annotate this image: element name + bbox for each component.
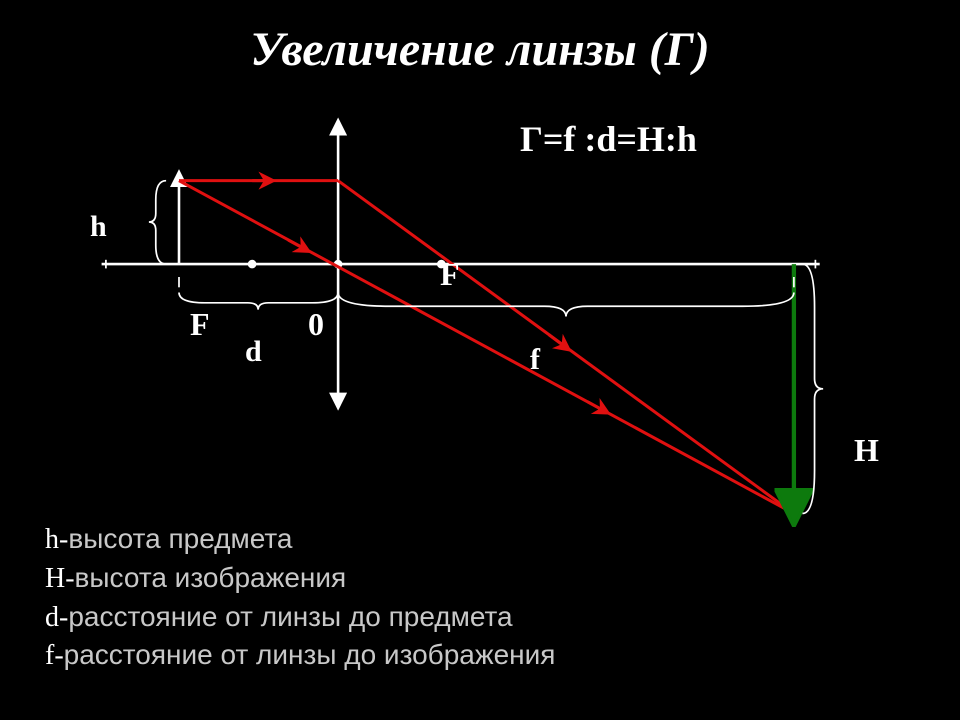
label-H: H <box>854 432 879 469</box>
brace-h <box>149 181 166 264</box>
legend-row-f: f-расстояние от линзы до изображения <box>45 636 555 675</box>
slide-title: Увеличение линзы (Г) <box>0 22 960 77</box>
label-zero: 0 <box>308 306 324 343</box>
brace-H <box>803 264 824 513</box>
legend: h-высота предмета H-высота изображения d… <box>45 520 555 675</box>
label-f: f <box>530 343 540 377</box>
legend-desc: расстояние от линзы до предмета <box>68 601 512 632</box>
label-h: h <box>90 210 107 244</box>
legend-sym: f- <box>45 640 64 671</box>
label-F-left: F <box>190 306 210 343</box>
lens-diagram <box>35 105 925 535</box>
label-F-right: F <box>440 256 460 293</box>
legend-row-h: h-высота предмета <box>45 520 555 559</box>
legend-sym: h- <box>45 524 68 555</box>
legend-row-H: H-высота изображения <box>45 559 555 598</box>
label-d: d <box>245 335 262 369</box>
legend-desc: высота изображения <box>75 562 347 593</box>
ray-center <box>179 181 794 514</box>
legend-sym: d- <box>45 602 68 633</box>
focal-point-left <box>248 260 257 269</box>
legend-sym: H- <box>45 563 75 594</box>
legend-row-d: d-расстояние от линзы до предмета <box>45 598 555 637</box>
legend-desc: высота предмета <box>68 523 292 554</box>
legend-desc: расстояние от линзы до изображения <box>64 639 556 670</box>
